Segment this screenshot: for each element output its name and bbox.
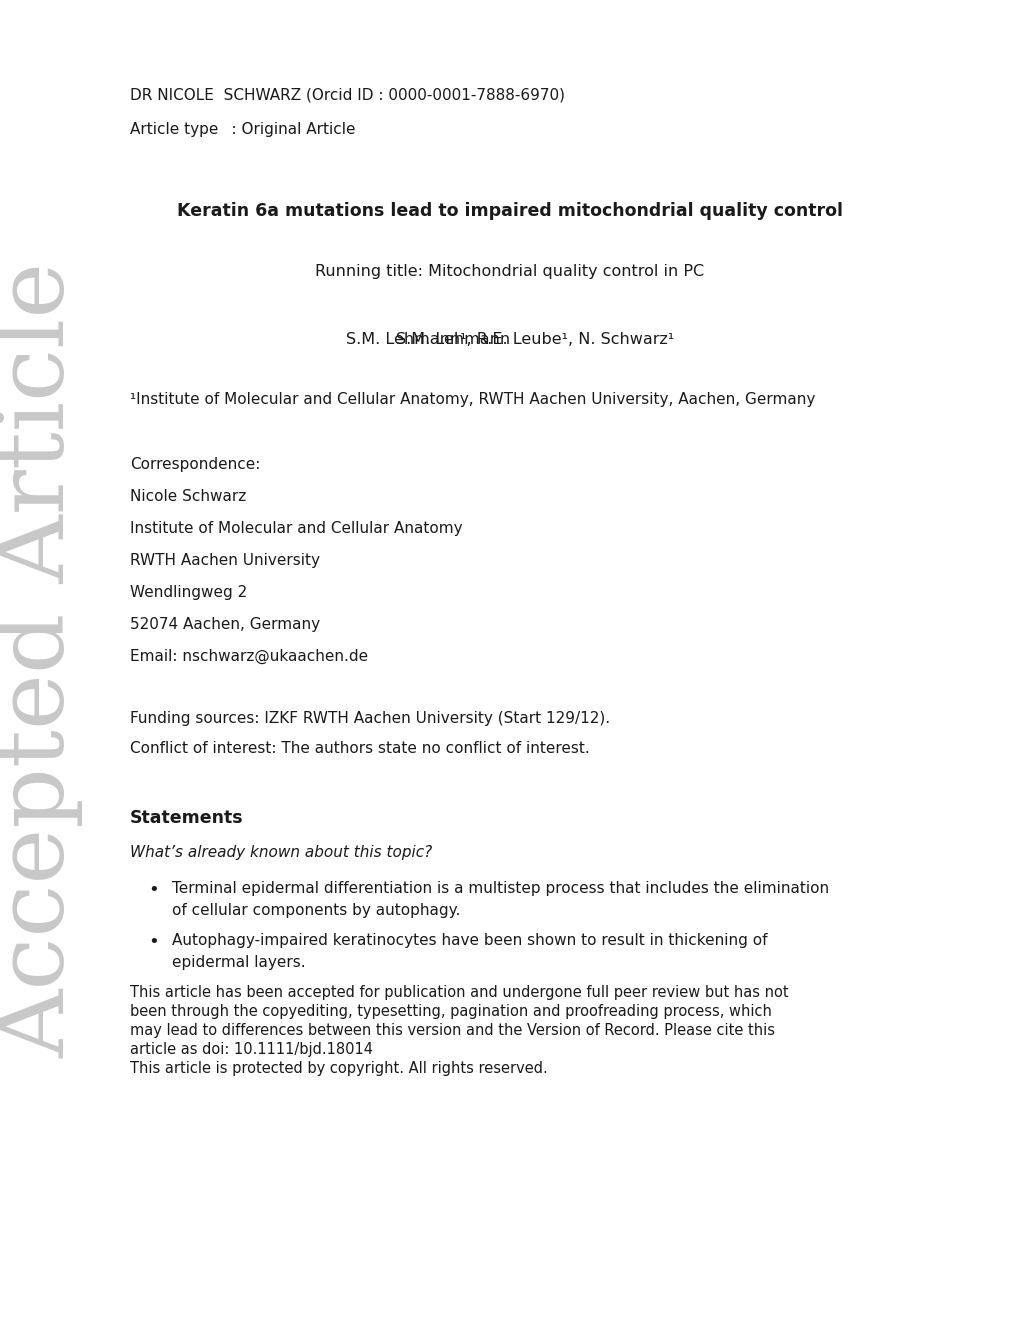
Text: S.M. Lehmann: S.M. Lehmann — [395, 333, 510, 347]
Text: RWTH Aachen University: RWTH Aachen University — [129, 553, 320, 568]
Text: Email: nschwarz@ukaachen.de: Email: nschwarz@ukaachen.de — [129, 649, 368, 664]
Text: article as doi: 10.1111/bjd.18014: article as doi: 10.1111/bjd.18014 — [129, 1041, 373, 1057]
Text: Conflict of interest: The authors state no conflict of interest.: Conflict of interest: The authors state … — [129, 741, 589, 756]
Text: DR NICOLE  SCHWARZ (Orcid ID : 0000-0001-7888-6970): DR NICOLE SCHWARZ (Orcid ID : 0000-0001-… — [129, 88, 565, 103]
Text: What’s already known about this topic?: What’s already known about this topic? — [129, 845, 432, 861]
Text: of cellular components by autophagy.: of cellular components by autophagy. — [172, 903, 460, 917]
Text: been through the copyediting, typesetting, pagination and proofreading process, : been through the copyediting, typesettin… — [129, 1005, 771, 1019]
Text: Terminal epidermal differentiation is a multistep process that includes the elim: Terminal epidermal differentiation is a … — [172, 880, 828, 896]
Text: This article has been accepted for publication and undergone full peer review bu: This article has been accepted for publi… — [129, 985, 788, 1001]
Text: 52074 Aachen, Germany: 52074 Aachen, Germany — [129, 616, 320, 632]
Text: ¹Institute of Molecular and Cellular Anatomy, RWTH Aachen University, Aachen, Ge: ¹Institute of Molecular and Cellular Ana… — [129, 392, 814, 407]
Text: may lead to differences between this version and the Version of Record. Please c: may lead to differences between this ver… — [129, 1023, 774, 1038]
Text: Autophagy-impaired keratinocytes have been shown to result in thickening of: Autophagy-impaired keratinocytes have be… — [172, 933, 766, 948]
Text: •: • — [148, 880, 159, 899]
Text: •: • — [148, 933, 159, 950]
Text: Institute of Molecular and Cellular Anatomy: Institute of Molecular and Cellular Anat… — [129, 521, 463, 536]
Text: Statements: Statements — [129, 809, 244, 828]
Text: Nicole Schwarz: Nicole Schwarz — [129, 488, 246, 504]
Text: Keratin 6a mutations lead to impaired mitochondrial quality control: Keratin 6a mutations lead to impaired mi… — [177, 202, 842, 220]
Text: Accepted Article: Accepted Article — [0, 261, 84, 1059]
Text: S.M. Lehmann¹, R.E. Leube¹, N. Schwarz¹: S.M. Lehmann¹, R.E. Leube¹, N. Schwarz¹ — [345, 333, 674, 347]
Text: Correspondence:: Correspondence: — [129, 457, 260, 473]
Text: Running title: Mitochondrial quality control in PC: Running title: Mitochondrial quality con… — [315, 264, 704, 279]
Text: Wendlingweg 2: Wendlingweg 2 — [129, 585, 247, 601]
Text: : Original Article: : Original Article — [212, 121, 356, 137]
Text: Article type: Article type — [129, 121, 218, 137]
Text: Funding sources: IZKF RWTH Aachen University (Start 129/12).: Funding sources: IZKF RWTH Aachen Univer… — [129, 711, 609, 726]
Text: This article is protected by copyright. All rights reserved.: This article is protected by copyright. … — [129, 1061, 547, 1076]
Text: epidermal layers.: epidermal layers. — [172, 954, 306, 970]
